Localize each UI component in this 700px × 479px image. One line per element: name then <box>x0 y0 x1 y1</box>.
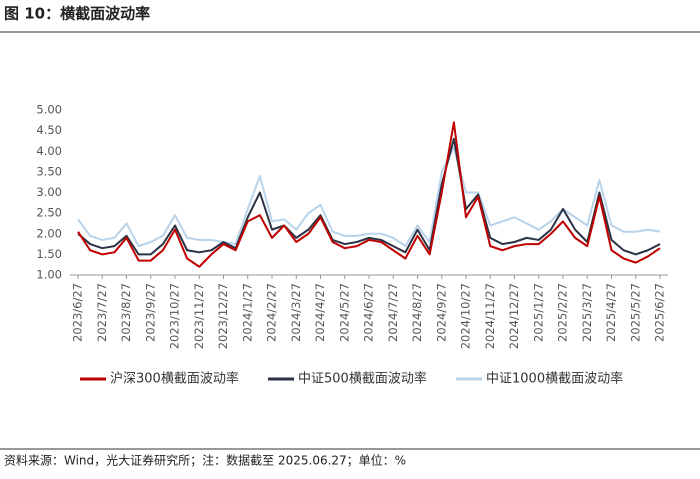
x-tick-label: 2025/5/27 <box>628 283 642 342</box>
x-tick-label: 2023/7/27 <box>95 283 109 342</box>
x-tick-label: 2025/2/27 <box>556 283 570 342</box>
x-tick-label: 2024/1/27 <box>240 283 254 342</box>
x-tick-label: 2024/5/27 <box>337 283 351 342</box>
y-tick-label: 1.50 <box>36 247 62 261</box>
y-tick-label: 3.50 <box>36 164 62 178</box>
x-tick-label: 2023/11/27 <box>192 283 206 349</box>
y-tick-label: 2.00 <box>36 226 62 240</box>
x-tick-label: 2023/10/27 <box>168 283 182 349</box>
x-tick-label: 2024/4/27 <box>313 283 327 342</box>
x-tick-label: 2024/8/27 <box>410 283 424 342</box>
x-tick-label: 2025/6/27 <box>653 283 667 342</box>
source: 资料来源：Wind，光大证券研究所；注：数据截至 2025.06.27；单位：% <box>4 453 406 468</box>
x-tick-label: 2023/6/27 <box>71 283 85 342</box>
y-tick-label: 3.00 <box>36 185 62 199</box>
x-tick-label: 2024/7/27 <box>386 283 400 342</box>
x-tick-label: 2025/4/27 <box>604 283 618 342</box>
series-line <box>77 137 661 256</box>
x-tick-label: 2024/6/27 <box>362 283 376 342</box>
y-tick-label: 4.50 <box>36 123 62 137</box>
y-tick-label: 5.00 <box>36 103 62 117</box>
legend-label: 沪深300横截面波动率 <box>110 371 239 387</box>
x-tick-label: 2023/8/27 <box>119 283 133 342</box>
x-tick-label: 2024/11/27 <box>483 283 497 349</box>
x-tick-label: 2024/2/27 <box>265 283 279 342</box>
series-line <box>77 121 661 268</box>
x-tick-label: 2024/9/27 <box>434 283 448 342</box>
y-tick-label: 1.00 <box>36 268 62 282</box>
legend-label: 中证500横截面波动率 <box>298 371 427 387</box>
x-tick-label: 2023/9/27 <box>143 283 157 342</box>
y-tick-label: 4.00 <box>36 144 62 158</box>
x-tick-label: 2024/10/27 <box>459 283 473 349</box>
x-tick-label: 2023/12/27 <box>216 283 230 349</box>
title: 图 10：横截面波动率 <box>4 5 150 23</box>
y-tick-label: 2.50 <box>36 206 62 220</box>
series-line <box>77 146 661 248</box>
x-tick-label: 2025/3/27 <box>580 283 594 342</box>
legend-label: 中证1000横截面波动率 <box>486 371 623 387</box>
x-tick-label: 2024/3/27 <box>289 283 303 342</box>
x-tick-label: 2025/1/27 <box>531 283 545 342</box>
x-tick-label: 2024/12/27 <box>507 283 521 349</box>
